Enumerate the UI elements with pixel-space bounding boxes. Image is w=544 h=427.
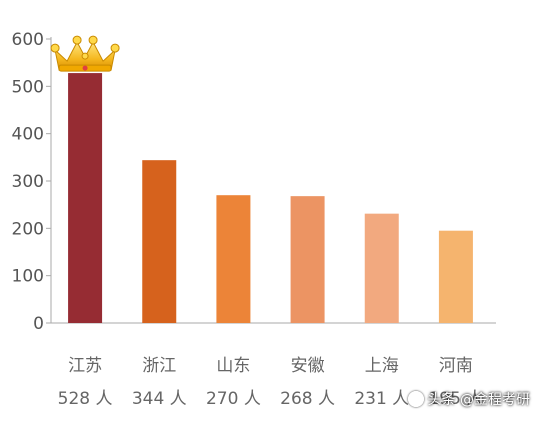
bar-3: [216, 195, 251, 323]
y-tick-label: 0: [33, 314, 44, 334]
value-label: 231 人: [354, 389, 409, 409]
y-tick-label: 600: [12, 30, 44, 50]
y-tick-label: 400: [12, 125, 44, 145]
crown-jewel: [50, 43, 60, 53]
y-tick-label: 300: [12, 172, 44, 192]
y-tick-label: 500: [12, 77, 44, 97]
bar-4: [290, 196, 325, 323]
crown-jewel: [88, 35, 98, 45]
value-label: 270 人: [206, 389, 261, 409]
bar-6: [438, 230, 473, 323]
category-label: 浙江: [142, 356, 176, 376]
value-label: 195 人: [428, 389, 483, 409]
bar-1: [68, 73, 103, 323]
y-tick-label: 200: [12, 219, 44, 239]
value-label: 268 人: [280, 389, 335, 409]
category-label: 安徽: [291, 356, 325, 376]
crown-gem: [82, 65, 88, 71]
crown-jewel: [81, 52, 89, 60]
circle-icon: [407, 391, 424, 407]
watermark: 头条 @金程考研: [407, 389, 530, 409]
crown-jewel: [72, 35, 82, 45]
category-label: 江苏: [68, 356, 102, 376]
category-label: 上海: [365, 356, 399, 376]
value-label: 528 人: [58, 389, 113, 409]
watermark-text: 头条 @金程考研: [427, 392, 530, 408]
crown-body: [54, 41, 116, 71]
bar-2: [142, 160, 177, 323]
category-label: 山东: [216, 356, 250, 376]
crown-jewel: [110, 43, 120, 53]
bar-5: [364, 213, 399, 323]
category-label: 河南: [439, 356, 473, 376]
crown-icon: [50, 35, 120, 72]
value-label: 344 人: [132, 389, 187, 409]
y-tick-label: 100: [12, 267, 44, 287]
